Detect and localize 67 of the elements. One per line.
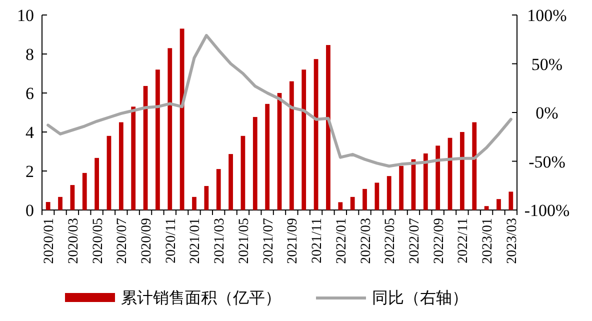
bar [204, 186, 209, 210]
x-tick-label: 2021/01 [188, 218, 204, 264]
bar [94, 158, 99, 210]
y2-tick-label: 0% [536, 104, 558, 122]
bar [216, 169, 221, 210]
x-tick-label: 2020/09 [140, 218, 155, 264]
x-tick-label: 2023/03 [504, 218, 520, 264]
y2-tick-label: 50% [531, 54, 563, 74]
bar [350, 196, 355, 210]
bar [252, 116, 258, 210]
bar [228, 154, 233, 210]
legend-label: 同比（右轴） [372, 289, 468, 307]
bar [240, 136, 246, 210]
bar [70, 185, 75, 210]
bar [106, 136, 112, 210]
bar [58, 196, 62, 210]
x-tick-label: 2020/01 [42, 218, 58, 264]
x-tick-label: 2022/07 [407, 218, 422, 264]
legend-label: 累计销售面积（亿平） [121, 289, 281, 307]
x-tick-label: 2021/11 [310, 218, 326, 264]
bar [338, 202, 343, 210]
x-tick-label: 2022/05 [383, 218, 398, 264]
x-tick-label: 2023/01 [480, 218, 496, 264]
bar [436, 146, 440, 210]
bar [168, 48, 172, 210]
bar [82, 172, 87, 210]
x-tick-label: 2022/03 [358, 218, 374, 264]
bar [192, 196, 196, 210]
y-tick-label: 4 [26, 123, 34, 142]
bar [46, 202, 50, 210]
x-tick-label: 2021/07 [261, 218, 276, 264]
bar [180, 28, 184, 210]
y2-tick-label: 100% [527, 6, 567, 25]
bar [484, 206, 489, 210]
y2-tick-label: -100% [524, 201, 570, 220]
bar [472, 122, 477, 210]
x-tick-label: 2020/05 [90, 218, 106, 264]
bar [131, 106, 136, 210]
bar [423, 153, 428, 210]
bar [374, 182, 380, 210]
y-tick-label: 0 [26, 201, 34, 220]
bar [386, 176, 392, 210]
bar [496, 199, 501, 210]
bar [508, 192, 514, 210]
bar [399, 166, 404, 210]
y-tick-label: 10 [17, 6, 34, 25]
bar [118, 122, 124, 210]
bar [289, 81, 294, 210]
y2-tick-label: -50% [528, 152, 566, 172]
x-tick-label: 2021/05 [236, 218, 252, 264]
y-tick-label: 8 [26, 45, 34, 64]
x-tick-label: 2022/09 [432, 218, 447, 264]
x-tick-label: 2021/03 [212, 218, 228, 264]
y-tick-label: 6 [26, 84, 34, 103]
bar [326, 45, 330, 210]
y-tick-label: 2 [26, 162, 34, 181]
x-tick-label: 2020/11 [164, 218, 179, 264]
bar [362, 188, 367, 210]
bar [265, 104, 270, 210]
x-tick-label: 2020/03 [66, 218, 82, 264]
bar [156, 70, 160, 210]
bar [302, 70, 306, 210]
x-tick-label: 2021/09 [286, 218, 301, 264]
x-tick-label: 2022/01 [334, 218, 350, 264]
bar [460, 132, 464, 210]
x-tick-label: 2022/11 [456, 218, 472, 264]
x-tick-label: 2020/07 [115, 218, 130, 264]
